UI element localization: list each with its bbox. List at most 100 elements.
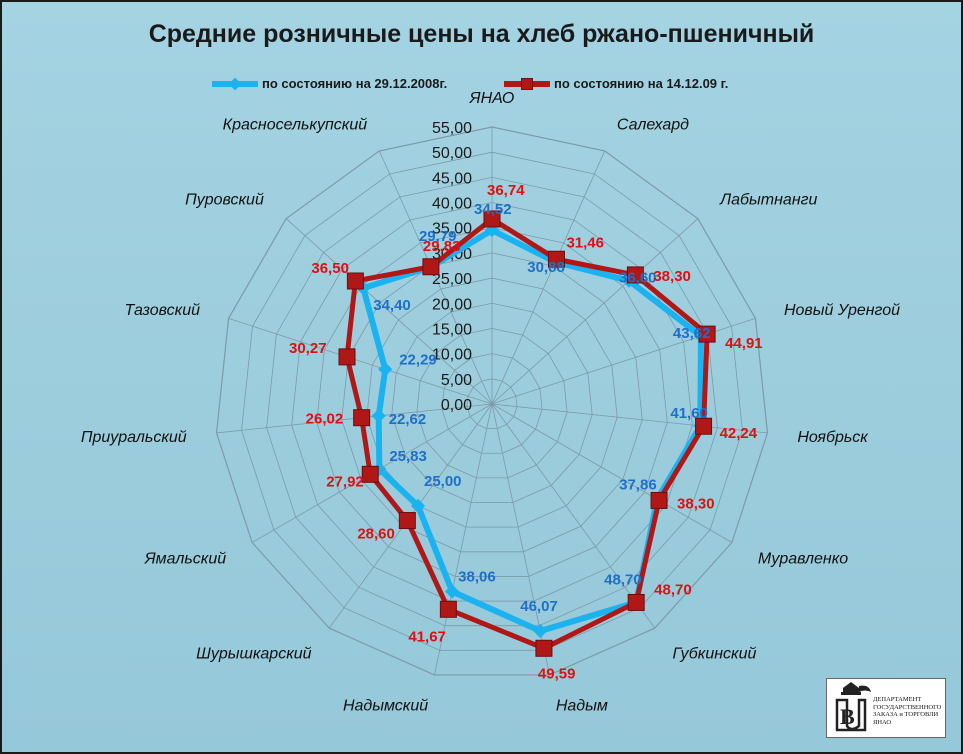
data-label-2008: 46,07 [520,598,558,615]
marker-2008 [378,362,393,377]
tick-label: 35,00 [432,221,472,238]
department-logo: B ДЕПАРТАМЕНТ ГОСУДАРСТВЕННОГО ЗАКАЗА и … [826,678,946,738]
data-label-2009: 30,27 [289,340,327,357]
grid-spoke [491,218,699,405]
grid-spoke [228,318,493,405]
marker-2009 [698,325,716,343]
marker-2009 [439,600,457,618]
legend-swatch-2009 [504,77,550,90]
marker-2009 [627,593,645,611]
data-label-2009: 41,67 [408,628,446,645]
svg-text:B: B [840,704,855,729]
data-label-2008: 29,79 [419,228,457,245]
category-label: Салехард [617,117,689,134]
tick-label: 20,00 [432,296,472,313]
data-label-2009: 29,83 [423,238,461,255]
tick-label: 15,00 [432,321,472,338]
grid-ring [341,252,643,553]
data-label-2008: 25,00 [424,473,462,490]
data-label-2009: 48,70 [654,581,692,598]
marker-2008 [533,623,548,639]
marker-2009 [483,210,501,228]
data-label-2009: 49,59 [538,665,576,682]
marker-2009 [695,417,713,435]
legend-label-2008: по состоянию на 29.12.2008г. [262,76,448,91]
data-label-2008: 30,88 [527,259,565,276]
marker-2008 [445,584,460,599]
series-markers [338,210,716,657]
category-label: Приуральский [81,429,187,446]
series-line-2008 [360,227,704,634]
data-label-2008: 22,62 [389,411,427,428]
category-label: Новый Уренгой [784,302,900,319]
data-label-2009: 26,02 [306,411,344,428]
category-label: Тазовский [125,302,201,319]
data-label-2009: 44,91 [725,335,763,352]
data-label-2008: 34,40 [373,297,411,314]
marker-2008 [371,408,386,423]
data-label-2009: 38,30 [653,268,691,285]
legend-item-2008: по состоянию на 29.12.2008г. [212,76,447,91]
data-label-2009: 36,50 [311,260,349,277]
grid-ring [241,151,743,651]
category-labels: ЯНАО Салехард Лабытнанги Новый Уренгой Ноябр… [81,90,900,714]
marker-2009 [398,512,416,530]
data-label-2008: 22,29 [399,351,437,368]
data-label-2008: 48,70 [604,571,642,588]
data-label-2008: 43,62 [673,325,711,342]
department-emblem-icon: B [835,682,871,732]
category-label: Лабытнанги [719,192,817,209]
grid-ring [366,277,618,528]
grid-ring [441,353,543,454]
tick-label: 45,00 [432,170,472,187]
grid-spoke [491,150,606,405]
data-label-2008: 36,60 [619,270,657,287]
grid-spoke [491,403,733,543]
marker-2009 [353,409,371,427]
grid-spoke [491,318,756,405]
data-label-2008: 38,06 [458,568,496,585]
category-label: Ноябрьск [797,429,869,446]
category-label: Муравленко [758,551,848,568]
grid-spoke [491,403,768,434]
series-lines [344,216,710,651]
tick-label: 25,00 [432,271,472,288]
data-label-2009: 28,60 [357,526,395,543]
logo-line-3: ЗАКАЗА и ТОРГОВЛИ ЯНАО [873,711,939,726]
tick-label: 5,00 [441,372,472,389]
grid-ring [215,126,769,676]
data-label-2008: 34,52 [474,201,512,218]
data-label-2008: 41,60 [670,405,708,422]
data-label-2008: 37,86 [619,476,657,493]
logo-line-1: ДЕПАРТАМЕНТ [873,696,922,703]
series-line-2009 [344,216,710,651]
grid-spoke [434,403,493,676]
grid-ring [466,378,518,430]
grid-ring [316,227,668,577]
tick-label: 50,00 [432,145,472,162]
category-label: Красноселькупский [223,117,368,134]
data-label-2008: 25,83 [389,448,427,465]
tick-label: 10,00 [432,347,472,364]
legend-swatch-2008 [212,77,258,90]
category-label: Ямальский [144,551,226,568]
legend-item-2009: по состоянию на 14.12.09 г. [504,76,728,91]
marker-2009 [535,639,553,657]
marker-2009 [346,272,364,290]
category-label: Губкинский [672,645,756,662]
data-label-2009: 36,74 [487,182,525,199]
tick-label: 40,00 [432,196,472,213]
grid-spoke [491,403,656,629]
marker-2009 [338,348,356,366]
grid-spoke [285,218,493,405]
grid-spoke [378,150,493,405]
grid-ring [416,328,568,479]
category-label: ЯНАО [469,90,515,107]
category-label: Пуровский [185,192,264,209]
chart-title: Средние розничные цены на хлеб ржано-пше… [148,20,815,48]
tick-label: 55,00 [432,120,472,137]
data-label-2009: 27,92 [326,473,364,490]
data-label-2009: 31,46 [566,234,604,251]
marker-2009 [547,250,565,268]
